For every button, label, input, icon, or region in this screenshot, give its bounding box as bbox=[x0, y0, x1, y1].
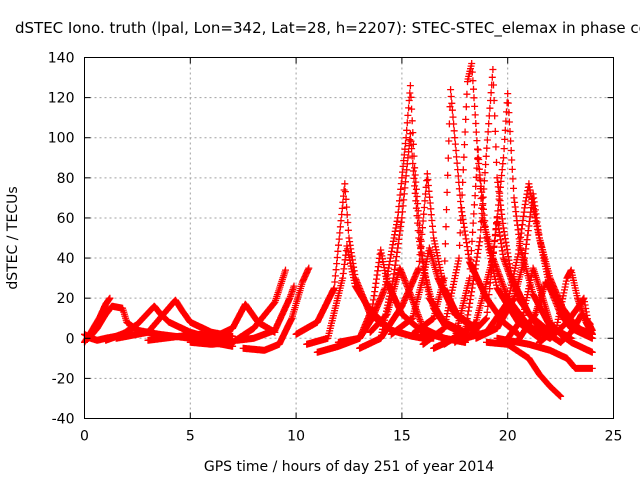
data-points-pass-14 bbox=[356, 130, 469, 352]
x-tick-label: 0 bbox=[80, 429, 89, 445]
data-series-pass-6 bbox=[144, 300, 279, 344]
x-tick-label: 15 bbox=[393, 429, 411, 445]
y-axis-label: dSTEC / TECUs bbox=[5, 186, 21, 289]
y-tick-label: 80 bbox=[57, 171, 75, 187]
data-series-layer bbox=[81, 60, 596, 400]
data-points-pass-8 bbox=[239, 264, 313, 354]
axis-ticks: 0 5 10 15 20 25 -40 -20 0 20 40 60 80 100 120 140 bbox=[48, 51, 623, 445]
y-tick-label: 120 bbox=[48, 91, 75, 107]
y-tick-label: -20 bbox=[52, 371, 75, 387]
data-points-pass-7 bbox=[186, 266, 289, 348]
chart-title: dSTEC Iono. truth (lpal, Lon=342, Lat=28… bbox=[15, 19, 640, 38]
y-tick-label: 0 bbox=[66, 331, 75, 347]
y-tick-label: 40 bbox=[57, 251, 75, 267]
x-tick-label: 25 bbox=[605, 429, 623, 445]
x-axis-label: GPS time / hours of day 251 of year 2014 bbox=[204, 459, 494, 475]
y-tick-label: 60 bbox=[57, 211, 75, 227]
data-points-pass-32 bbox=[557, 310, 594, 346]
data-points-pass-18 bbox=[409, 86, 522, 338]
data-series-pass-8 bbox=[239, 264, 313, 354]
data-series-pass-32 bbox=[557, 310, 594, 346]
data-series-pass-7 bbox=[186, 266, 289, 348]
x-tick-label: 20 bbox=[499, 429, 517, 445]
data-series-pass-9 bbox=[233, 282, 298, 344]
data-series-pass-26 bbox=[483, 338, 565, 400]
data-series-pass-14 bbox=[356, 130, 469, 352]
x-tick-label: 5 bbox=[186, 429, 195, 445]
y-tick-label: 20 bbox=[57, 291, 75, 307]
x-tick-label: 10 bbox=[287, 429, 305, 445]
data-points-pass-6 bbox=[144, 300, 279, 344]
data-points-pass-9 bbox=[233, 282, 298, 344]
data-series-pass-18 bbox=[409, 86, 522, 338]
y-tick-label: 140 bbox=[48, 51, 75, 67]
y-tick-label: 100 bbox=[48, 131, 75, 147]
plot-frame bbox=[84, 57, 614, 419]
data-points-pass-26 bbox=[483, 338, 565, 400]
y-tick-label: -40 bbox=[52, 412, 75, 428]
